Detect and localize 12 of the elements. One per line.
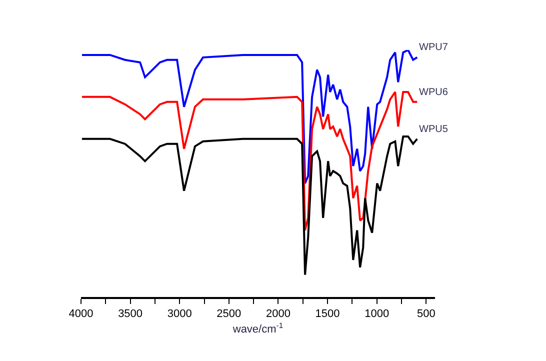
x-tick-label: 3000 xyxy=(167,308,192,320)
x-tick-label: 500 xyxy=(416,308,436,320)
x-tick-label: 1500 xyxy=(315,308,340,320)
series-label: WPU5 xyxy=(419,124,448,135)
x-tick-label: 1000 xyxy=(364,308,390,320)
x-tick-label: 2500 xyxy=(216,308,242,320)
x-tick-label: 4000 xyxy=(68,308,94,320)
series-label: WPU7 xyxy=(419,42,448,53)
x-tick-label: 2000 xyxy=(266,308,290,320)
series-label: WPU6 xyxy=(419,87,448,98)
x-tick-label: 3500 xyxy=(118,308,143,320)
x-axis-title: wave/cm$^{-1}$ xyxy=(232,321,284,336)
